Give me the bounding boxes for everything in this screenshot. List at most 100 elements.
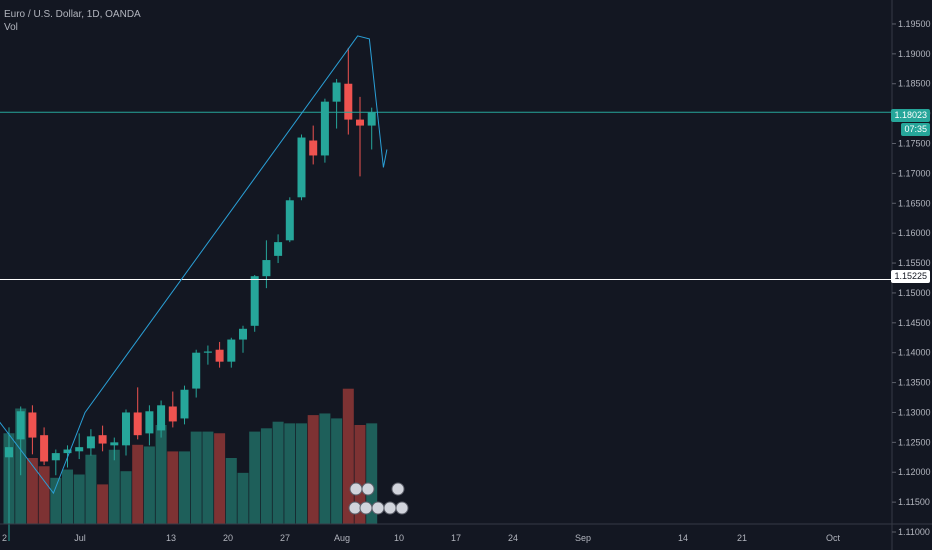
candle-body: [28, 412, 37, 438]
candle-body: [63, 449, 72, 454]
x-tick-label: Sep: [575, 533, 591, 543]
candle-body: [168, 406, 177, 422]
symbol-title: Euro / U.S. Dollar, 1D, OANDA: [4, 9, 141, 20]
y-tick-label: 1.19000: [898, 49, 931, 59]
x-tick-label: 2: [2, 533, 7, 543]
trendline-drawing: [0, 35, 388, 495]
y-tick-label: 1.17000: [898, 168, 931, 178]
volume-bar: [331, 418, 343, 524]
candle-body: [250, 276, 259, 326]
volume-bar: [190, 431, 202, 524]
y-tick-label: 1.14000: [898, 348, 931, 358]
countdown-badge: 07:35: [901, 123, 930, 136]
volume-bar: [50, 477, 62, 524]
candle-body: [320, 101, 329, 156]
candle-body: [75, 447, 84, 452]
x-tick-label: 14: [678, 533, 688, 543]
volume-bar: [132, 444, 144, 524]
candle-body: [227, 339, 236, 362]
y-tick-label: 1.13000: [898, 407, 931, 417]
candle-body: [51, 453, 60, 461]
volume-bar: [73, 474, 85, 524]
x-tick-label: 13: [166, 533, 176, 543]
volume-bar: [354, 425, 366, 524]
event-marker-icon: [359, 501, 373, 515]
y-tick-label: 1.18500: [898, 79, 931, 89]
y-tick-label: 1.15000: [898, 288, 931, 298]
candle-body: [239, 328, 247, 340]
candle-body: [157, 405, 166, 431]
volume-bar: [167, 451, 179, 524]
candle-body: [332, 82, 341, 102]
event-marker-icon: [361, 482, 375, 496]
current-price-badge: 1.18023: [891, 109, 930, 122]
event-marker-icon: [391, 482, 405, 496]
event-marker-icon: [349, 482, 363, 496]
x-tick-label: Aug: [334, 533, 350, 543]
y-tick-label: 1.12000: [898, 467, 931, 477]
volume-bar: [284, 423, 296, 524]
candle-body: [16, 411, 25, 440]
y-tick-label: 1.15500: [898, 258, 931, 268]
volume-bar: [260, 428, 272, 524]
volume-bar: [155, 425, 167, 524]
volume-bar: [202, 431, 214, 524]
volume-bar: [62, 469, 73, 524]
event-marker-icon: [395, 501, 409, 515]
event-marker-icon: [383, 501, 397, 515]
candle-body: [309, 140, 318, 156]
volume-bar: [307, 415, 319, 524]
candle-body: [262, 260, 271, 277]
volume-bar: [143, 446, 155, 524]
x-tick-label: 20: [223, 533, 233, 543]
x-tick-label: Jul: [74, 533, 86, 543]
volume-bar: [85, 454, 97, 524]
volume-label: Vol: [4, 22, 18, 33]
volume-bar: [296, 423, 307, 524]
volume-bar: [26, 458, 38, 524]
y-tick-label: 1.16000: [898, 228, 931, 238]
x-tick-label: 27: [280, 533, 290, 543]
candle-body: [180, 389, 189, 419]
candle-body: [133, 412, 142, 436]
event-marker-icon: [348, 501, 362, 515]
x-tick-label: Oct: [826, 533, 841, 543]
volume-bar: [225, 458, 237, 524]
x-tick-label: 10: [394, 533, 404, 543]
volume-bar: [214, 433, 226, 524]
volume-bar: [237, 472, 249, 524]
candle-body: [215, 349, 224, 362]
level-price-badge: 1.15225: [891, 270, 930, 283]
candle-body: [367, 112, 376, 126]
volume-bar: [38, 466, 50, 524]
volume-bar: [249, 431, 261, 524]
candle-body: [5, 447, 13, 458]
plot-area: [0, 0, 892, 524]
candle-body: [86, 436, 95, 449]
candle-body: [110, 442, 119, 446]
y-tick-label: 1.11000: [898, 527, 930, 537]
candle-body: [344, 83, 353, 120]
candle-body: [203, 351, 212, 353]
x-tick-label: 21: [737, 533, 747, 543]
candle-body: [356, 119, 364, 126]
candle-body: [98, 435, 107, 444]
volume-bar: [97, 484, 109, 524]
candle-body: [40, 435, 49, 462]
volume-bar: [319, 413, 331, 524]
candle-body: [192, 352, 201, 389]
volume-bar: [342, 388, 354, 524]
candle-body: [122, 412, 130, 446]
volume-bar: [108, 449, 120, 524]
candle-body: [297, 137, 306, 198]
volume-bar: [272, 421, 284, 524]
y-tick-label: 1.17500: [898, 139, 931, 149]
y-tick-label: 1.12500: [898, 437, 931, 447]
x-tick-label: 24: [508, 533, 518, 543]
event-marker-icon: [371, 501, 385, 515]
x-tick-label: 17: [451, 533, 461, 543]
volume-bar: [120, 471, 132, 524]
volume-bar: [366, 423, 378, 524]
candle-body: [145, 411, 154, 434]
